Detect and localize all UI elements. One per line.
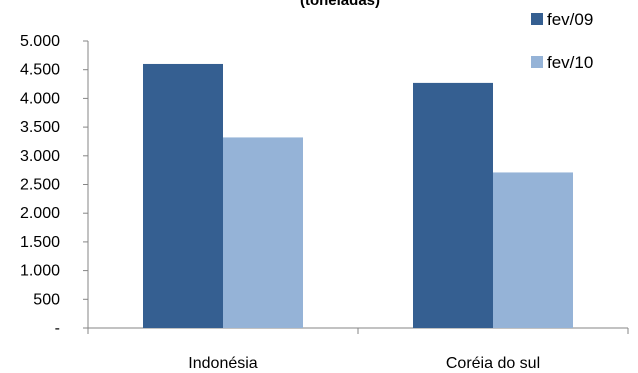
legend-label: fev/10 xyxy=(547,53,593,72)
x-axis: Indonésia Coréia do sul xyxy=(87,327,629,372)
bar xyxy=(493,172,573,328)
y-axis: - 500 1.000 1.500 2.000 2.500 3.000 3.500 4.000 4… xyxy=(20,33,89,337)
y-tick-label: 2.000 xyxy=(20,205,60,222)
y-tick-label: 3.500 xyxy=(20,119,60,136)
y-tick-label: 5.000 xyxy=(20,33,60,50)
bar xyxy=(223,137,303,328)
y-tick-label: 3.000 xyxy=(20,148,60,165)
y-tick-label: 2.500 xyxy=(20,177,60,194)
y-tick-label: - xyxy=(55,320,60,337)
bar xyxy=(143,63,223,329)
chart-title: (toneladas) xyxy=(300,0,380,9)
x-category-label: Coréia do sul xyxy=(446,355,540,372)
legend-label: fev/09 xyxy=(547,10,593,29)
x-category-label: Indonésia xyxy=(188,355,257,372)
y-tick-label: 1.500 xyxy=(20,234,60,251)
legend: fev/09 fev/10 xyxy=(531,10,593,72)
bars xyxy=(143,63,573,329)
y-tick-label: 500 xyxy=(33,291,60,308)
legend-swatch xyxy=(531,56,543,68)
y-tick-label: 4.000 xyxy=(20,90,60,107)
bar xyxy=(413,82,493,328)
legend-swatch xyxy=(531,13,543,25)
y-tick-label: 4.500 xyxy=(20,62,60,79)
y-tick-label: 1.000 xyxy=(20,263,60,280)
